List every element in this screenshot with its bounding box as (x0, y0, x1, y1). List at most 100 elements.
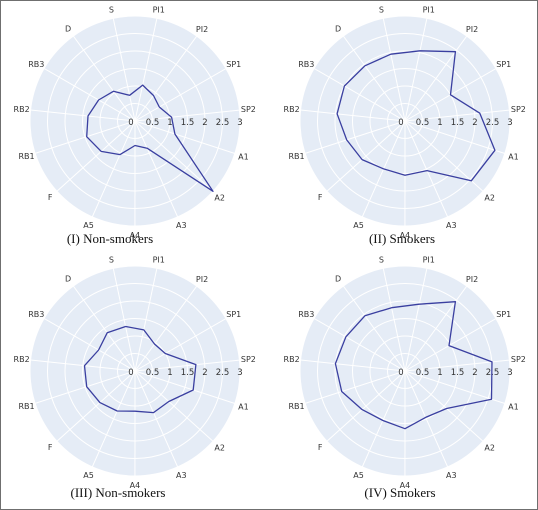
radial-tick-label: 0 (398, 118, 403, 128)
spoke-S (112, 18, 136, 122)
radial-tick-label: 2 (472, 368, 477, 378)
axis-label-PI2: PI2 (466, 25, 478, 34)
axis-label-SP2: SP2 (241, 105, 256, 114)
spoke-A3 (404, 370, 449, 468)
spoke-PI1 (404, 18, 428, 122)
axis-label-D: D (335, 25, 341, 34)
axis-label-D: D (65, 25, 71, 34)
axis-label-A4: A4 (130, 481, 141, 490)
axis-label-SP2: SP2 (241, 355, 256, 364)
axis-label-RB1: RB1 (288, 402, 304, 411)
axis-label-RB2: RB2 (284, 105, 300, 114)
series-line (336, 50, 496, 182)
radial-tick-label: 2.5 (486, 118, 500, 128)
axis-label-SP1: SP1 (496, 60, 511, 69)
axis-label-F: F (318, 193, 323, 202)
radar-chart-2: PI1 PI2 SP1 SP2 A1 A2 A3 A4 A5 F RB1 RB2 RB3 D S 0 0.5 1 1… (284, 5, 526, 246)
axis-label-S: S (109, 255, 114, 264)
spoke-F (56, 370, 136, 442)
axis-label-RB3: RB3 (28, 60, 44, 69)
spoke-A5 (361, 370, 406, 468)
axis-label-A4: A4 (400, 481, 411, 490)
axis-label-SP1: SP1 (496, 310, 511, 319)
series-line (334, 301, 493, 430)
spoke-A1 (404, 120, 505, 154)
spoke-PI1 (404, 268, 428, 372)
axis-label-D: D (65, 275, 71, 284)
axis-label-SP2: SP2 (511, 355, 526, 364)
axis-label-S: S (379, 255, 384, 264)
spoke-RB1 (34, 120, 136, 154)
radial-tick-label: 0 (398, 368, 403, 378)
axis-label-RB2: RB2 (284, 355, 300, 364)
radial-tick-label: 3 (507, 118, 512, 128)
spoke-RB2 (30, 109, 136, 122)
spoke-PI2 (134, 35, 198, 122)
spoke-RB2 (300, 109, 406, 122)
axis-label-SP1: SP1 (226, 60, 241, 69)
axis-label-PI1: PI1 (153, 256, 165, 265)
axis-label-RB2: RB2 (14, 105, 30, 114)
spoke-PI1 (134, 18, 158, 122)
spoke-SP1 (134, 318, 227, 372)
radar-chart-1: PI1 PI2 SP1 SP2 A1 A2 A3 A4 A5 F RB1 RB2 RB3 D S 0 0.5 1 1… (14, 5, 256, 246)
spoke-A5 (91, 120, 136, 218)
spoke-A3 (404, 120, 449, 218)
axis-label-RB2: RB2 (14, 355, 30, 364)
axis-label-SP2: SP2 (511, 105, 526, 114)
axis-label-A2: A2 (214, 193, 225, 202)
axis-label-A5: A5 (353, 471, 364, 480)
axis-label-F: F (318, 443, 323, 452)
spoke-PI2 (404, 285, 468, 372)
axis-label-A3: A3 (176, 471, 187, 480)
radial-tick-label: 0.5 (416, 368, 430, 378)
axis-label-A2: A2 (484, 443, 495, 452)
radial-tick-label: 2.5 (216, 368, 230, 378)
spoke-A5 (91, 370, 136, 468)
axis-label-A5: A5 (353, 221, 364, 230)
axis-label-S: S (109, 5, 114, 14)
spoke-S (112, 268, 136, 372)
axis-label-S: S (379, 5, 384, 14)
radial-tick-label: 1 (167, 118, 172, 128)
radial-tick-label: 1.5 (181, 368, 195, 378)
radial-tick-label: 3 (507, 368, 512, 378)
spoke-RB1 (304, 370, 406, 404)
spoke-F (326, 370, 406, 442)
spoke-RB1 (34, 370, 136, 404)
axis-label-F: F (48, 193, 53, 202)
spoke-SP1 (134, 68, 227, 122)
radial-tick-label: 1 (167, 368, 172, 378)
spoke-RB3 (313, 318, 406, 372)
spoke-F (56, 120, 136, 192)
spoke-D (72, 35, 136, 122)
radial-tick-label: 2 (472, 118, 477, 128)
radial-tick-label: 0.5 (146, 118, 160, 128)
axis-label-A4: A4 (400, 231, 411, 240)
radial-tick-label: 3 (237, 368, 242, 378)
axis-label-A3: A3 (176, 221, 187, 230)
axis-label-A1: A1 (238, 402, 249, 411)
radar-chart-4: PI1 PI2 SP1 SP2 A1 A2 A3 A4 A5 F RB1 RB2 RB3 D S 0 0.5 1 1… (284, 255, 526, 500)
spoke-RB1 (304, 120, 406, 154)
series-line (86, 84, 214, 192)
axis-label-PI1: PI1 (153, 6, 165, 15)
spoke-SP2 (404, 109, 510, 122)
axis-label-RB1: RB1 (18, 402, 34, 411)
spoke-PI1 (134, 268, 158, 372)
axis-label-D: D (335, 275, 341, 284)
spoke-SP2 (134, 359, 240, 372)
axis-label-A2: A2 (484, 193, 495, 202)
spoke-RB2 (300, 359, 406, 372)
axis-label-PI2: PI2 (196, 25, 208, 34)
axis-label-PI1: PI1 (423, 6, 435, 15)
spoke-D (342, 35, 406, 122)
series-line (83, 325, 197, 414)
spoke-S (382, 268, 406, 372)
spoke-S (382, 18, 406, 122)
axis-label-PI2: PI2 (196, 275, 208, 284)
axis-label-A1: A1 (508, 152, 519, 161)
radial-tick-label: 2 (202, 368, 207, 378)
axis-label-A2: A2 (214, 443, 225, 452)
